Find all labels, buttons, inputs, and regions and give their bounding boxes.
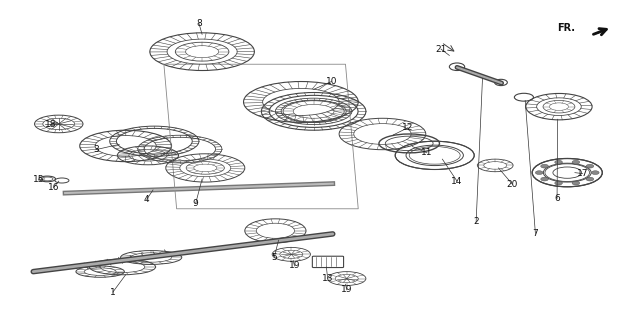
- Circle shape: [586, 177, 594, 181]
- Text: 7: 7: [532, 229, 538, 238]
- Text: 20: 20: [507, 180, 518, 189]
- Text: 4: 4: [144, 195, 150, 204]
- Text: 15: 15: [33, 175, 44, 184]
- Text: 2: 2: [474, 217, 479, 226]
- Text: 8: 8: [196, 19, 202, 28]
- Circle shape: [572, 181, 580, 185]
- Circle shape: [541, 177, 548, 181]
- Text: 3: 3: [93, 145, 99, 154]
- Text: 11: 11: [421, 148, 433, 157]
- Circle shape: [536, 171, 543, 175]
- Text: 10: 10: [326, 77, 337, 86]
- Text: 19: 19: [289, 262, 300, 270]
- Circle shape: [586, 164, 594, 168]
- Circle shape: [555, 181, 563, 185]
- Text: 9: 9: [193, 199, 198, 208]
- Circle shape: [591, 171, 599, 175]
- Text: 17: 17: [577, 169, 588, 178]
- Text: 13: 13: [322, 274, 333, 283]
- Text: 16: 16: [48, 183, 60, 192]
- Text: 18: 18: [45, 120, 57, 129]
- Text: 1: 1: [110, 288, 116, 296]
- Circle shape: [572, 160, 580, 164]
- Text: 5: 5: [271, 253, 277, 262]
- Text: 12: 12: [403, 123, 413, 132]
- FancyArrowPatch shape: [593, 29, 606, 35]
- Circle shape: [541, 164, 548, 168]
- Text: 19: 19: [341, 285, 353, 294]
- Text: 6: 6: [554, 194, 560, 203]
- Text: FR.: FR.: [557, 23, 575, 33]
- Text: 14: 14: [451, 177, 463, 186]
- Text: 21: 21: [435, 45, 447, 54]
- Circle shape: [555, 160, 563, 164]
